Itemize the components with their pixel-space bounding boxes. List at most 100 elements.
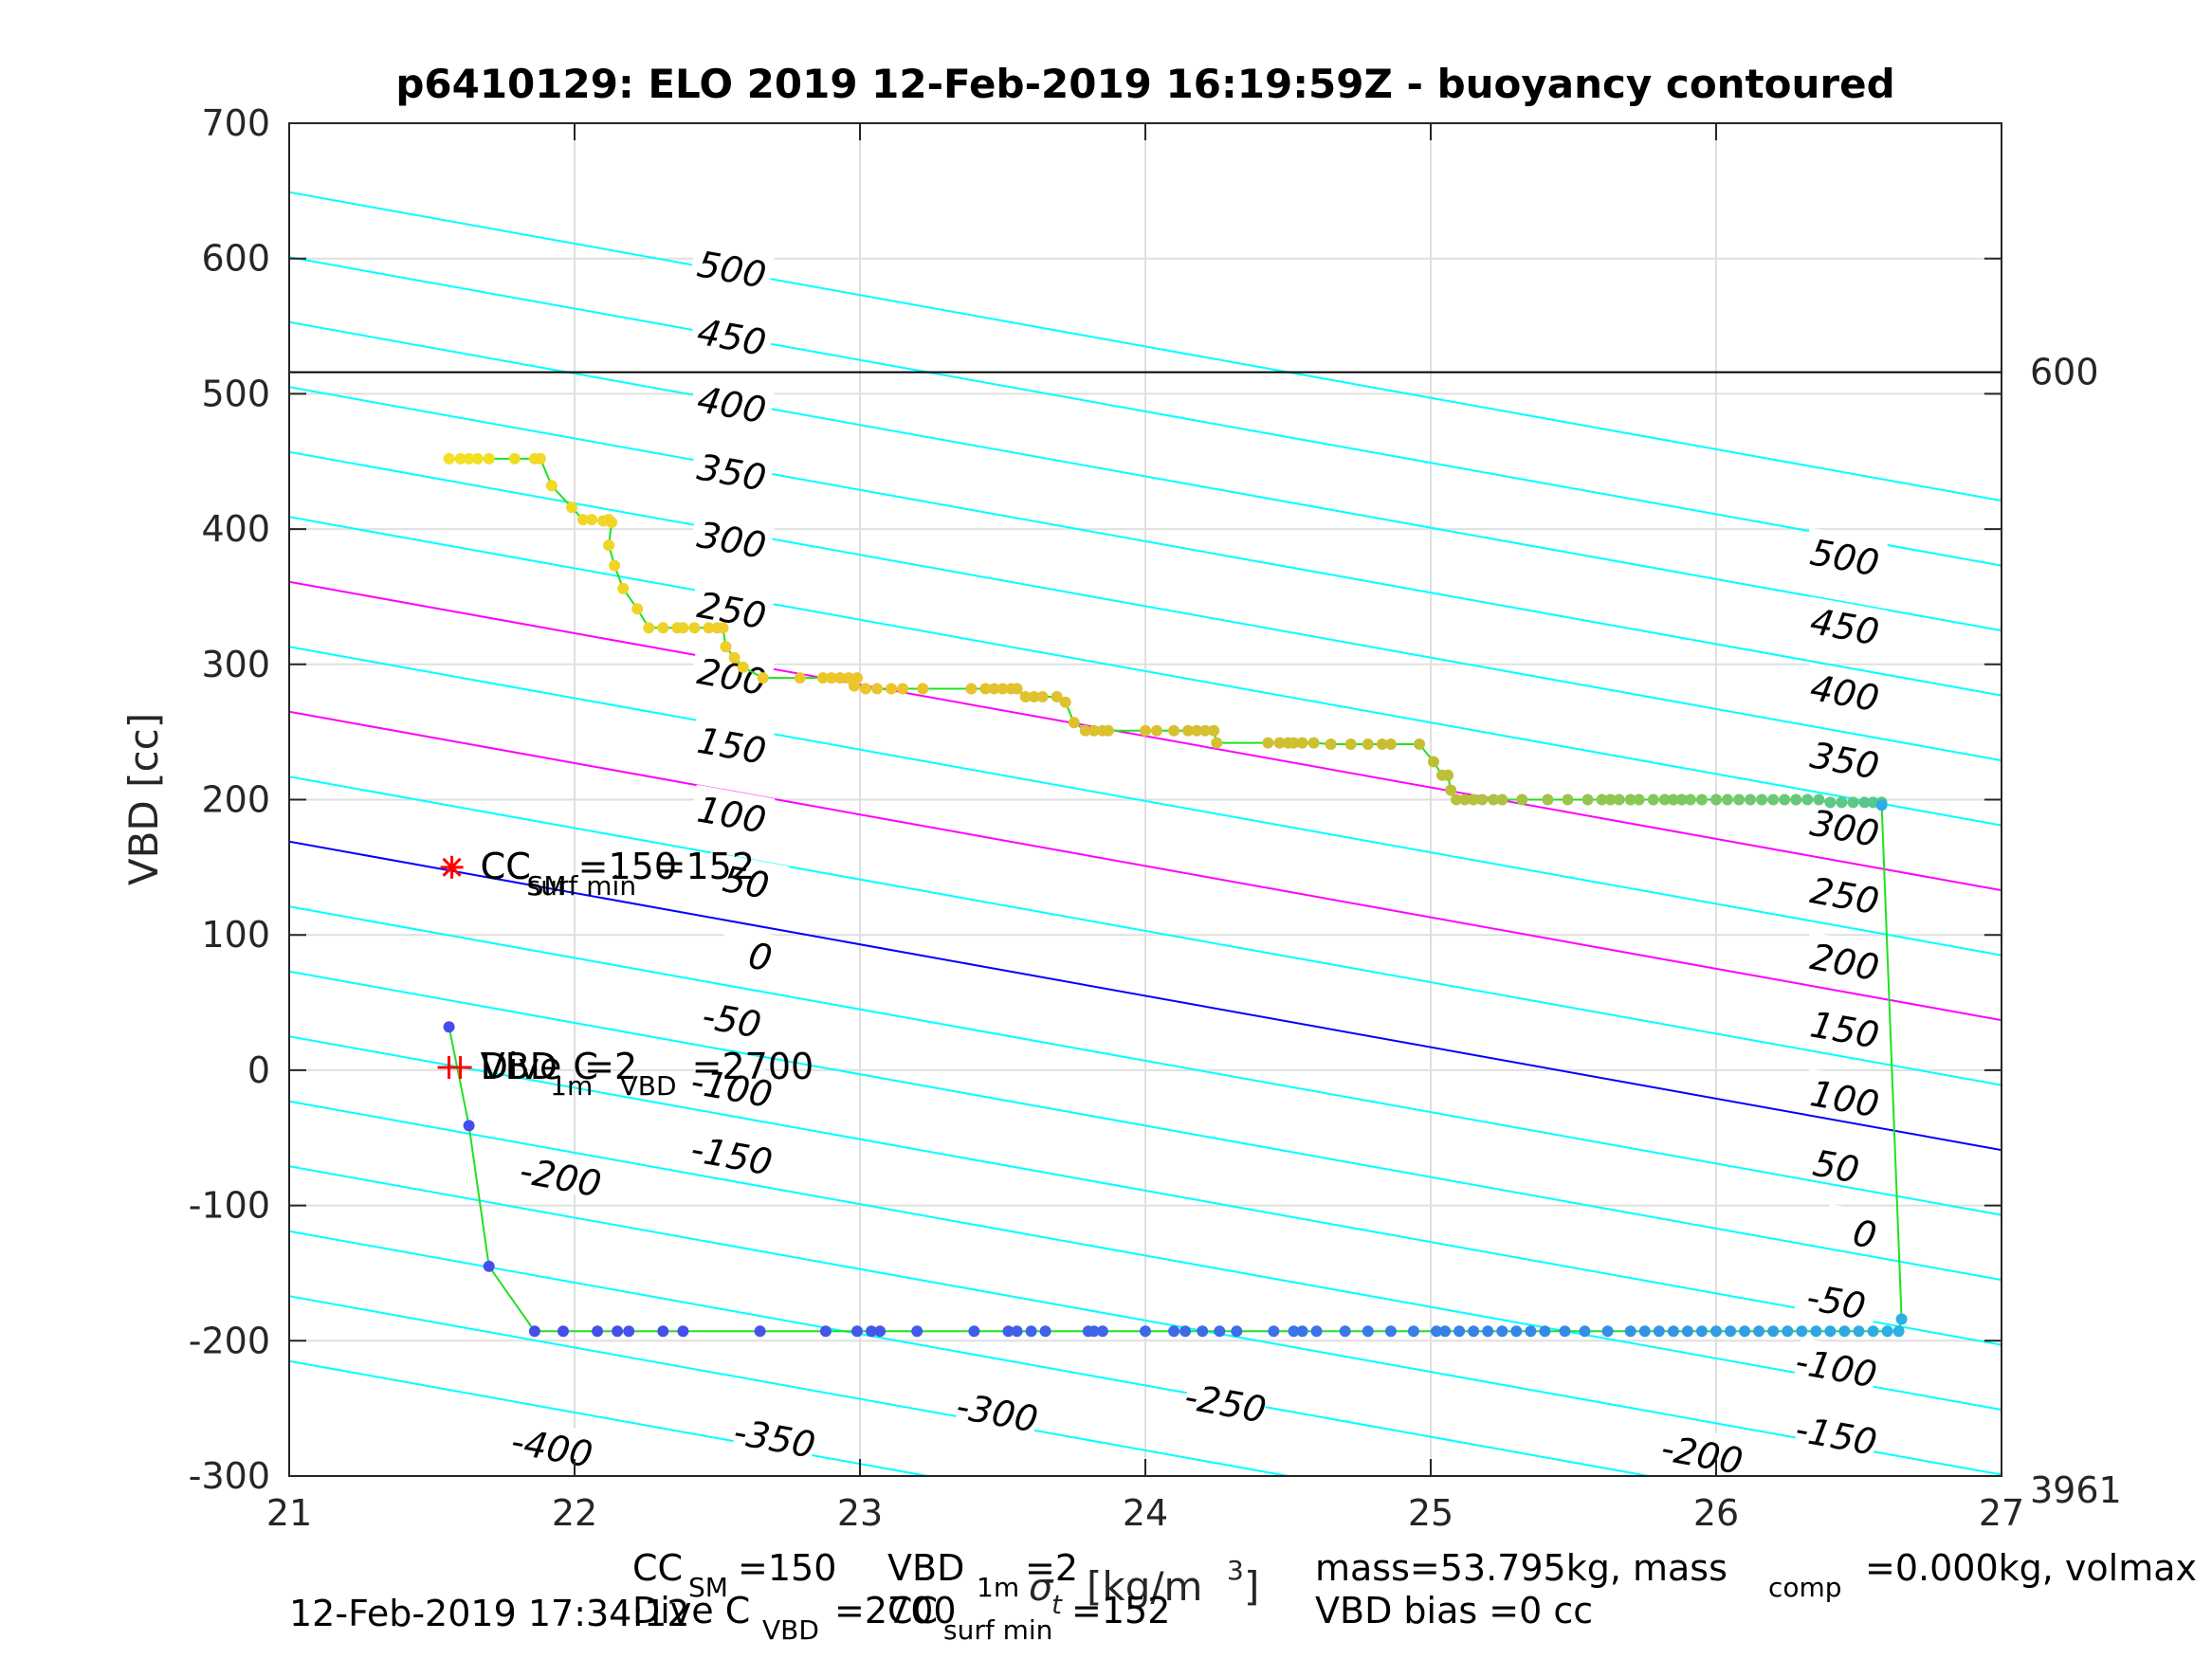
data-point	[843, 672, 854, 684]
contour-label: -50	[699, 994, 764, 1046]
data-point	[612, 1325, 624, 1338]
data-point	[677, 1325, 689, 1338]
data-point	[1325, 738, 1337, 750]
data-point	[1199, 724, 1212, 737]
data-point	[1892, 1325, 1905, 1338]
x-axis-label: σ t [kg/m 3 ]	[1029, 1555, 1259, 1620]
contour-line	[289, 840, 2002, 1152]
data-point	[1790, 793, 1802, 806]
contour-line	[289, 1230, 1654, 1476]
data-point	[1733, 793, 1746, 806]
annotation-dive-c-main: Dive C	[481, 1046, 598, 1087]
data-point	[717, 622, 729, 634]
data-point	[1482, 1325, 1494, 1338]
data-point	[874, 1325, 887, 1338]
data-point	[1725, 1325, 1737, 1338]
footer-vbd-1m-value: =2	[1025, 1547, 1078, 1589]
data-point	[1384, 1325, 1397, 1338]
contour-label-bg	[1183, 1373, 1270, 1425]
data-point	[606, 517, 618, 528]
contour-label-bg	[1822, 1203, 1909, 1256]
data-point	[1496, 793, 1508, 806]
contour-label-bg	[1802, 596, 1889, 648]
data-point	[1414, 738, 1425, 750]
footer-mass-comp-sub: comp	[1768, 1572, 1842, 1603]
reference-line: 600 3961	[289, 352, 2122, 1511]
data-point	[1684, 793, 1696, 806]
contour-label-bg	[689, 784, 776, 836]
x-label-units: [kg/m	[1087, 1563, 1202, 1610]
data-point	[757, 672, 769, 684]
footer-cc-sm-main: CC	[632, 1547, 683, 1589]
data-point	[1310, 1325, 1323, 1338]
data-point	[703, 622, 715, 634]
data-point	[1028, 691, 1040, 702]
data-point	[1562, 793, 1574, 806]
data-point	[737, 661, 749, 673]
data-point	[1867, 796, 1879, 809]
data-point	[1307, 737, 1320, 749]
data-point	[886, 683, 898, 695]
x-tick-label: 26	[1693, 1492, 1739, 1534]
contour-label: 50	[1810, 1142, 1862, 1192]
data-point	[623, 1325, 635, 1338]
contour-label-bg	[732, 1408, 818, 1460]
contour-line	[289, 256, 2002, 567]
data-point	[1695, 1325, 1708, 1338]
data-point	[1601, 1325, 1614, 1338]
y-tick-label: -300	[189, 1455, 270, 1497]
contour-label-bg	[1794, 1405, 1880, 1457]
annotation-cc-surf-sub: surf min	[527, 870, 636, 902]
data-point	[545, 480, 558, 492]
data-point	[1767, 1325, 1780, 1338]
data-point	[1288, 1325, 1300, 1338]
data-point	[617, 582, 630, 594]
contour-label-bg	[689, 990, 776, 1042]
data-point	[1459, 793, 1472, 806]
data-point	[1140, 724, 1151, 737]
data-point	[592, 1325, 604, 1338]
data-point	[1739, 1325, 1751, 1338]
data-point	[643, 622, 655, 634]
footer-cc-sm-value: =150	[738, 1547, 836, 1589]
data-point	[1059, 696, 1071, 708]
contour-label-bg	[955, 1382, 1041, 1434]
contour-label-bg	[519, 1147, 604, 1199]
buoyancy-contours	[289, 191, 2002, 1476]
x-tick-label: 21	[266, 1492, 312, 1534]
contour-label-bg	[1794, 1271, 1880, 1323]
data-point	[1453, 1325, 1466, 1338]
data-point	[1019, 691, 1032, 702]
data-point	[1695, 793, 1708, 806]
data-point	[1824, 1325, 1837, 1338]
data-point	[1796, 1325, 1808, 1338]
contour-label-bg	[689, 374, 776, 427]
contour-line	[289, 1295, 1294, 1476]
data-point	[1633, 793, 1645, 806]
contour-line	[289, 1100, 2002, 1412]
x-label-sigma: σ	[1029, 1566, 1054, 1610]
data-point	[443, 1021, 455, 1033]
y-tick-label: 100	[201, 914, 270, 956]
data-point	[833, 672, 846, 684]
data-point	[1288, 737, 1300, 749]
marker-stroke	[442, 857, 462, 877]
data-point	[1344, 738, 1357, 750]
contour-line	[289, 516, 2002, 827]
data-point	[1681, 1325, 1693, 1338]
data-point	[471, 452, 484, 465]
data-point	[1168, 724, 1180, 737]
data-point	[1867, 1325, 1879, 1338]
contour-line	[289, 191, 2002, 502]
contour-line	[289, 905, 2002, 1216]
data-point	[866, 1325, 877, 1338]
data-point	[1151, 724, 1162, 737]
annotation-vbd-1m-value: =2	[584, 1046, 637, 1087]
data-point	[1068, 717, 1080, 729]
data-point	[897, 683, 909, 695]
data-point	[1039, 1325, 1051, 1338]
data-point	[968, 1325, 980, 1338]
data-point	[1525, 1325, 1537, 1338]
data-point	[1596, 793, 1608, 806]
data-point	[1624, 1325, 1636, 1338]
